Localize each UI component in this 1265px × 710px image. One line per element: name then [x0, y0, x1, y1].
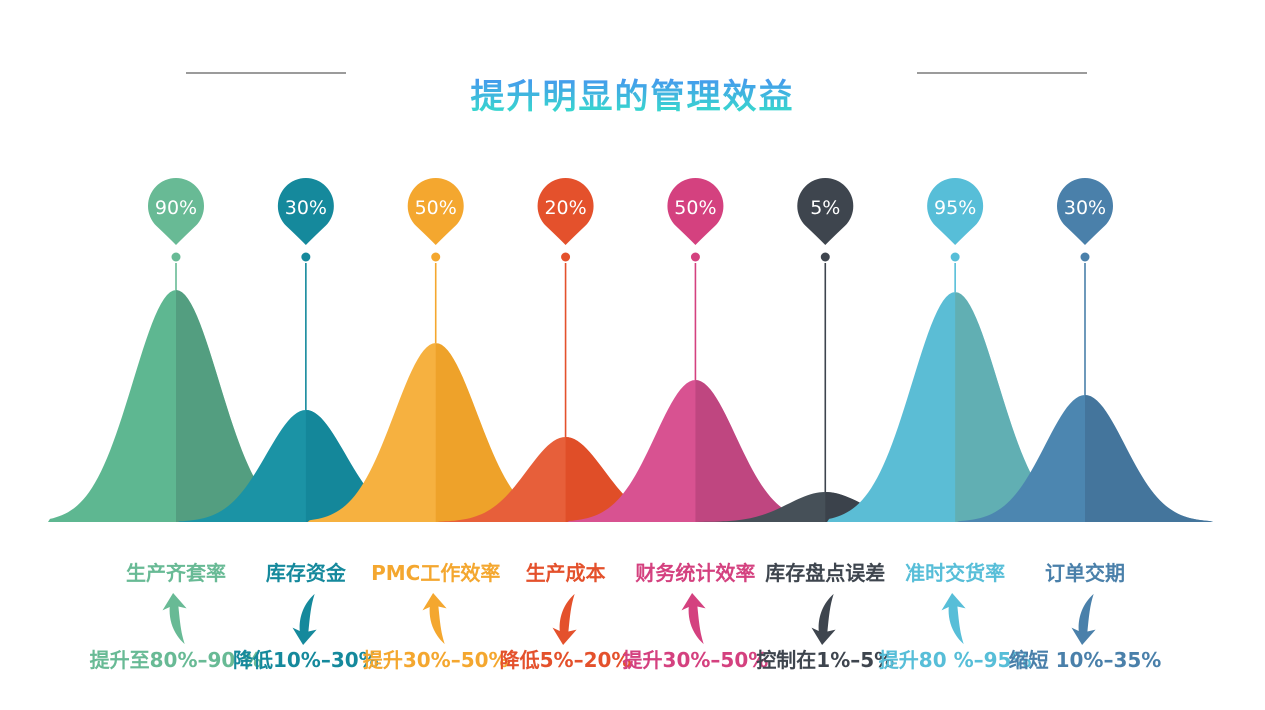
metric-result-label: 提升30%–50%: [362, 648, 509, 672]
metric-category-label: 准时交货率: [905, 561, 1006, 585]
balloon-value-label: 50%: [674, 197, 716, 219]
balloon-marker: [927, 178, 984, 245]
balloon-value-label: 30%: [285, 197, 327, 219]
marker-dot: [301, 252, 311, 262]
metric-result-label: 降低5%–20%: [499, 648, 632, 672]
metric-result-label: 提升30%–50%: [622, 648, 769, 672]
balloon-marker: [797, 178, 854, 245]
metric-column-7: 准时交货率 提升80 %–95%: [843, 560, 1067, 672]
bell-curve-shade: [695, 380, 824, 522]
metric-column-5: 财务统计效率 提升30%–50%: [583, 560, 807, 672]
bell-curve-shade: [176, 290, 304, 522]
metric-category-label: 库存盘点误差: [765, 561, 886, 585]
metric-result-label: 控制在1%–5%: [756, 648, 895, 672]
balloon-marker: [1056, 178, 1113, 245]
balloon-marker: [407, 178, 464, 245]
marker-dot: [1080, 252, 1090, 262]
marker-dot: [431, 252, 441, 262]
marker-dot: [561, 252, 571, 262]
bell-curve-shade: [1084, 395, 1213, 522]
bell-curve-shade: [435, 343, 564, 522]
balloon-marker: [148, 178, 205, 245]
metric-result-label: 缩短 10%–35%: [1008, 648, 1162, 672]
bell-curve-shade: [955, 292, 1084, 522]
page-title: 提升明显的管理效益: [0, 69, 1265, 118]
metric-column-4: 生产成本 降低5%–20%: [454, 560, 678, 672]
curved-up-arrow-icon: [162, 592, 187, 645]
metric-column-6: 库存盘点误差 控制在1%–5%: [713, 560, 937, 672]
curved-down-arrow-icon: [1071, 593, 1096, 646]
balloon-marker: [667, 178, 724, 245]
metric-column-1: 生产齐套率 提升至80%–90 %: [64, 560, 288, 672]
marker-dot: [950, 252, 960, 262]
metric-result-label: 提升至80%–90 %: [89, 648, 263, 672]
marker-dot: [171, 252, 181, 262]
balloon-value-label: 30%: [1064, 197, 1106, 219]
balloon-marker: [277, 178, 334, 245]
balloon-value-label: 90%: [155, 197, 197, 219]
metric-result-label: 降低10%–30%: [232, 648, 379, 672]
title-rule-left: [186, 72, 346, 74]
marker-dot: [820, 252, 830, 262]
metric-column-3: PMC工作效率 提升30%–50%: [324, 560, 548, 672]
curved-down-arrow-icon: [552, 593, 577, 646]
curved-up-arrow-icon: [941, 592, 966, 645]
balloon-value-label: 95%: [934, 197, 976, 219]
metric-category-label: PMC工作效率: [371, 561, 501, 585]
metric-category-label: 库存资金: [265, 561, 346, 585]
metric-result-label: 提升80 %–95%: [878, 648, 1032, 672]
curved-up-arrow-icon: [681, 592, 707, 645]
bell-curve-shade: [565, 437, 694, 522]
title-rule-right: [917, 72, 1087, 74]
metric-column-8: 订单交期 缩短 10%–35%: [973, 560, 1197, 672]
curved-up-arrow-icon: [422, 592, 447, 645]
bell-curve-shade: [305, 410, 434, 522]
balloon-value-label: 20%: [544, 197, 586, 219]
metric-category-label: 财务统计效率: [635, 561, 756, 585]
metric-column-2: 库存资金 降低10%–30%: [194, 560, 418, 672]
balloon-value-label: 5%: [810, 197, 840, 219]
balloon-value-label: 50%: [415, 197, 457, 219]
metric-category-label: 生产齐套率: [126, 561, 226, 585]
metric-category-label: 订单交期: [1044, 561, 1125, 585]
curved-down-arrow-icon: [811, 593, 836, 646]
balloon-marker: [537, 178, 594, 245]
marker-dot: [690, 252, 700, 262]
metric-category-label: 生产成本: [525, 561, 606, 585]
curved-down-arrow-icon: [292, 593, 317, 646]
